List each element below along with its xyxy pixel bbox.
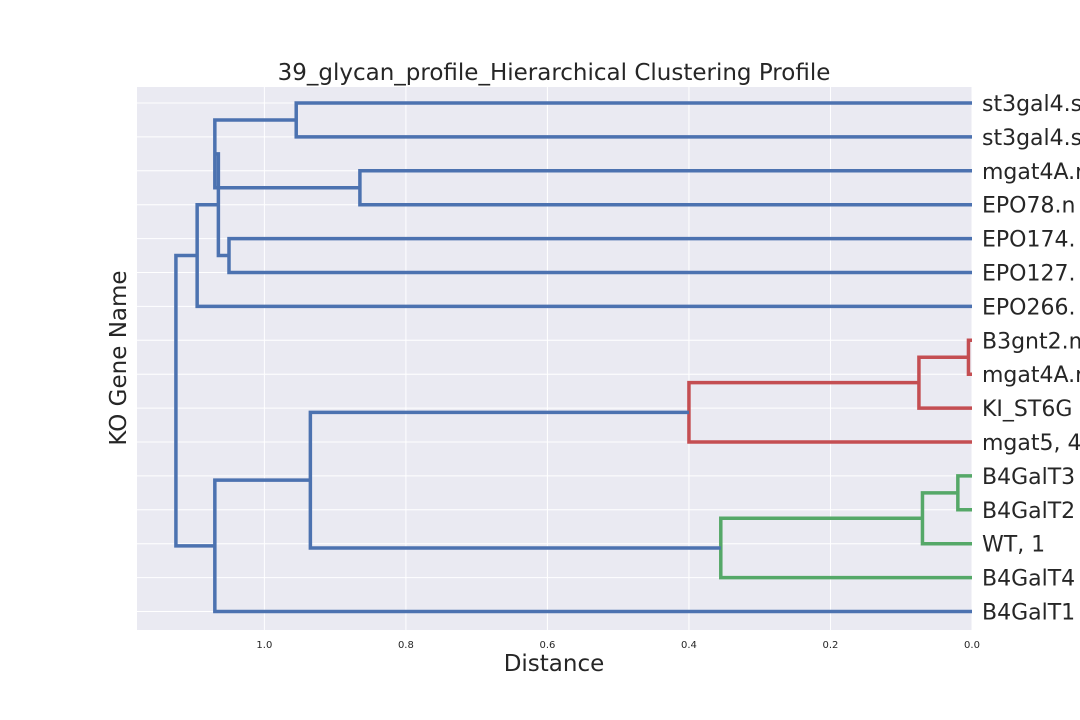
leaf-label-7: B3gnt2.m [982,329,1080,354]
leaf-label-6: EPO266. [982,295,1075,320]
dendrogram-link-12 [308,410,721,550]
leaf-label-8: mgat4A.r [982,363,1080,388]
leaf-labels: st3gal4.s st3gal4.s mgat4A.r EPO78.n EPO174.… [982,92,1080,626]
x-tick-label-5: 0.0 [964,640,980,651]
x-tick-label-3: 0.4 [681,640,697,651]
chart-title: 39_glycan_profile_Hierarchical Clusterin… [278,60,831,86]
leaf-label-9: KI_ST6G [982,397,1072,422]
dendrogram-links [174,101,972,614]
dendrogram-link-1 [358,169,972,207]
leaf-label-10: mgat5, 4 [982,431,1080,456]
leaf-label-14: B4GalT4 [982,567,1075,592]
leaf-label-12: B4GalT2 [982,499,1075,524]
leaf-label-2: mgat4A.r [982,160,1080,185]
leaf-label-5: EPO127. [982,262,1075,287]
y-axis-label: KO Gene Name [106,270,132,445]
leaf-label-4: EPO174. [982,228,1075,253]
leaf-label-1: st3gal4.s [982,126,1080,151]
leaf-label-11: B4GalT3 [982,465,1075,490]
x-tick-label-0: 1.0 [256,640,272,651]
x-axis-label: Distance [504,651,605,677]
leaf-label-13: WT, 1 [982,533,1045,558]
leaf-label-0: st3gal4.s [982,92,1080,117]
dendrogram-link-13 [213,478,972,614]
x-tick-label-1: 0.8 [398,640,414,651]
leaf-label-3: EPO78.n [982,194,1075,219]
x-tick-labels: 1.0 0.8 0.6 0.4 0.2 0.0 [256,640,980,651]
x-tick-label-4: 0.2 [823,640,839,651]
plot-area [137,87,972,630]
dendrogram-link-2 [227,236,972,275]
x-tick-label-2: 0.6 [539,640,555,651]
dendrogram-link-14 [174,253,215,548]
leaf-label-15: B4GalT1 [982,601,1075,626]
dendrogram-link-6 [966,338,972,376]
